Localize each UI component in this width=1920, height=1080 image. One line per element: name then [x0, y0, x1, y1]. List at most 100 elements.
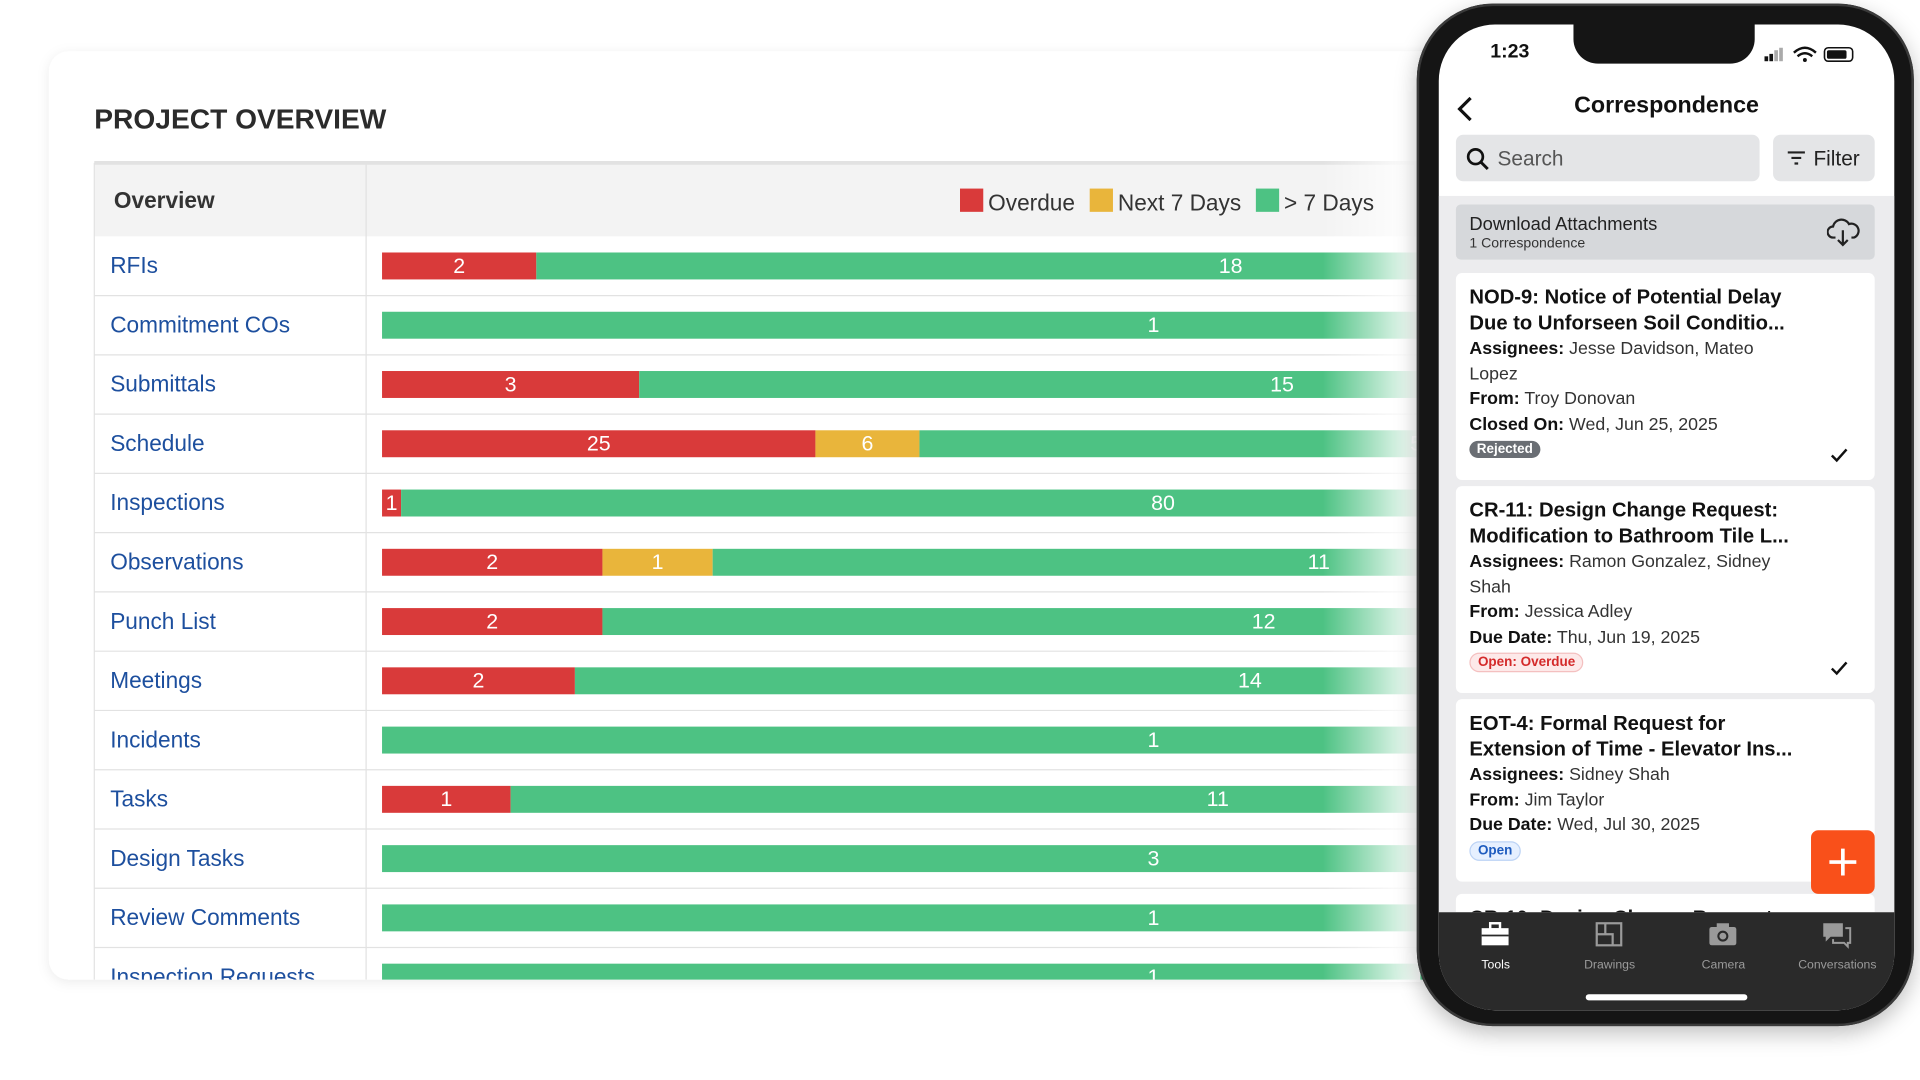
bar-segment	[382, 608, 603, 636]
value-label: 80	[1151, 491, 1175, 515]
category-label[interactable]: Inspection Requests	[110, 963, 315, 989]
tab-label: Tools	[1481, 958, 1511, 973]
correspondence-card[interactable]: EOT-4: Formal Request for Extension of T…	[1455, 699, 1875, 882]
download-subtitle: 1 Correspondence	[1469, 236, 1586, 252]
screen: 1:23 Correspondence Search Filter Downlo…	[1438, 24, 1895, 1011]
bar-segment	[815, 430, 920, 458]
value-label: 15	[1270, 372, 1294, 396]
category-label[interactable]: Review Comments	[110, 904, 300, 930]
value-label: 6	[861, 432, 873, 456]
card-title: CR-11: Design Change Request: Modificati…	[1469, 499, 1789, 548]
field-label: Due Date:	[1469, 815, 1553, 836]
category-label[interactable]: RFIs	[110, 252, 158, 278]
value-label: 25	[587, 432, 611, 456]
category-label[interactable]: Incidents	[110, 726, 201, 752]
card-field: Assignees: Ramon Gonzalez, Sidney Shah	[1469, 550, 1775, 600]
tab-icon	[1823, 923, 1852, 949]
status-time: 1:23	[1490, 41, 1530, 63]
legend-label: Next 7 Days	[1118, 189, 1241, 215]
value-label: 2	[486, 550, 498, 574]
field-label: Assignees:	[1469, 339, 1565, 359]
bar-segment	[382, 489, 402, 517]
bar-segment	[382, 430, 816, 458]
back-button[interactable]	[1456, 96, 1476, 123]
category-label[interactable]: Tasks	[110, 786, 168, 812]
card-field: From: Jessica Adley	[1469, 600, 1775, 625]
bar-segment	[382, 963, 1519, 980]
value-label: 18	[1219, 254, 1243, 278]
legend-label: Overdue	[988, 189, 1075, 215]
tab-label: Conversations	[1798, 958, 1877, 973]
field-label: Assignees:	[1469, 552, 1565, 572]
tab-label: Drawings	[1584, 958, 1636, 973]
chart-title: PROJECT OVERVIEW	[94, 104, 386, 135]
correspondence-list: Download Attachments 1 Correspondence NO…	[1438, 195, 1895, 913]
filter-button[interactable]: Filter	[1773, 134, 1875, 182]
status-icons	[1764, 46, 1854, 63]
card-field: Assignees: Jesse Davidson, Mateo Lopez	[1469, 337, 1775, 387]
field-value: Sidney Shah	[1569, 765, 1670, 785]
card-field: From: Jim Taylor	[1469, 788, 1775, 813]
field-label: Due Date:	[1469, 627, 1553, 648]
correspondence-card[interactable]: CR-11: Design Change Request: Modificati…	[1455, 486, 1875, 694]
table-header	[94, 162, 1519, 237]
field-value: Jim Taylor	[1524, 790, 1605, 811]
value-label: 1	[386, 491, 398, 515]
bar-segment	[382, 667, 575, 695]
download-banner[interactable]: Download Attachments 1 Correspondence	[1455, 204, 1875, 260]
tab-icon	[1481, 922, 1509, 946]
card-title: CR-10: Design Change Request:	[1469, 906, 1818, 912]
value-label: 1	[1148, 728, 1160, 752]
notch	[1573, 24, 1755, 64]
tab-bar: Tools Drawings Camera Conversations	[1438, 912, 1895, 1011]
category-label[interactable]: Inspections	[110, 489, 225, 515]
check-icon	[1830, 448, 1848, 463]
field-label: From:	[1469, 389, 1520, 410]
fade	[1322, 51, 1421, 983]
value-label: 11	[1207, 787, 1229, 811]
card-field: Closed On: Wed, Jun 25, 2025	[1469, 412, 1775, 437]
category-label[interactable]: Observations	[110, 548, 243, 574]
value-label: 14	[1238, 669, 1262, 693]
category-label[interactable]: Design Tasks	[110, 845, 244, 871]
home-indicator	[1585, 994, 1748, 1001]
column-label: Overview	[114, 187, 215, 213]
card-title: EOT-4: Formal Request for Extension of T…	[1469, 712, 1793, 761]
filter-label: Filter	[1813, 146, 1860, 171]
field-label: From:	[1469, 790, 1520, 811]
value-label: 1	[440, 787, 452, 811]
bar-segment	[382, 252, 537, 280]
bar-segment	[382, 785, 511, 813]
category-label[interactable]: Submittals	[110, 371, 216, 397]
correspondence-card[interactable]: CR-10: Design Change Request:	[1455, 893, 1875, 913]
value-label: 2	[486, 609, 498, 633]
bar-segment	[382, 371, 640, 398]
card-field: Due Date: Thu, Jun 19, 2025	[1469, 625, 1775, 650]
bar-segment	[602, 548, 713, 576]
field-label: Closed On:	[1469, 414, 1565, 435]
value-label: 3	[1148, 846, 1160, 870]
card-field: Due Date: Wed, Jul 30, 2025	[1469, 813, 1775, 838]
category-label[interactable]: Meetings	[110, 667, 202, 693]
category-label[interactable]: Schedule	[110, 430, 204, 456]
category-label[interactable]: Punch List	[110, 608, 216, 634]
field-value: Wed, Jul 30, 2025	[1557, 815, 1701, 836]
status-badge: Rejected	[1469, 441, 1541, 459]
value-label: 1	[1148, 906, 1160, 930]
tab-label: Camera	[1701, 958, 1746, 973]
value-label: 2	[473, 669, 485, 693]
field-value: Thu, Jun 19, 2025	[1556, 627, 1701, 648]
field-value: Jesse Davidson, Mateo Lopez	[1469, 339, 1754, 384]
field-value: Wed, Jun 25, 2025	[1569, 414, 1718, 435]
field-label: Assignees:	[1469, 765, 1565, 785]
search-box[interactable]: Search	[1455, 134, 1760, 182]
legend-swatch	[1255, 188, 1280, 212]
bar-segment	[382, 548, 603, 576]
field-value: Troy Donovan	[1524, 389, 1636, 410]
correspondence-card[interactable]: NOD-9: Notice of Potential Delay Due to …	[1455, 273, 1875, 481]
card-field: Assignees: Sidney Shah	[1469, 763, 1775, 788]
category-label[interactable]: Commitment COs	[110, 311, 290, 337]
card-title: NOD-9: Notice of Potential Delay Due to …	[1469, 286, 1785, 335]
add-button[interactable]	[1811, 830, 1875, 894]
